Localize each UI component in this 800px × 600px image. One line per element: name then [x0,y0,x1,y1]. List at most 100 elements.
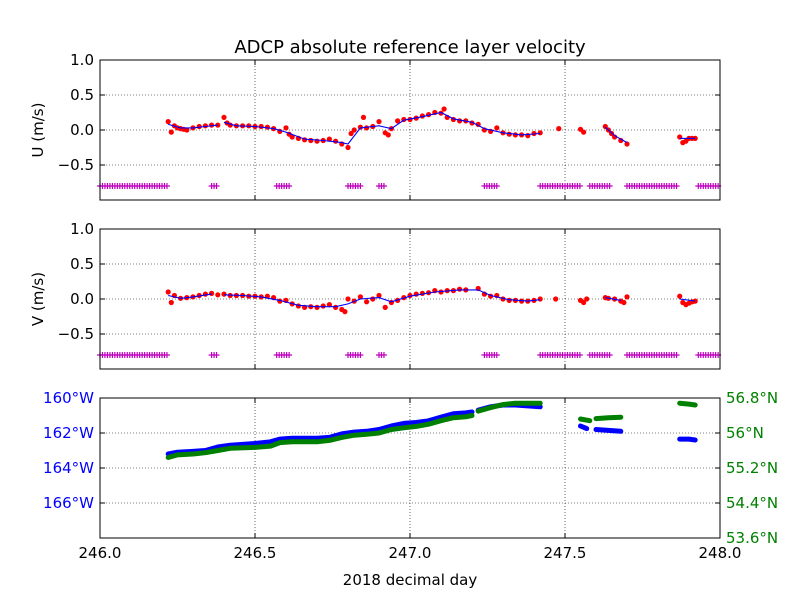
data-point [385,132,391,138]
data-point [441,106,447,112]
panel-u: 1.0 0.5 0.0 −0.5 U (m/s) [29,51,722,201]
data-point [357,124,363,130]
flag-marker [213,183,220,189]
y-tick-label: 0.0 [70,121,94,139]
data-point [624,294,630,300]
y-tick-label: 0.0 [70,290,94,308]
lat-tick-label: 56°N [726,424,764,442]
data-point [357,294,363,300]
lat-tick-label: 56.8°N [726,389,778,407]
flag-marker [357,352,364,358]
data-point [537,296,543,302]
lat-tick-label: 54.4°N [726,494,778,512]
data-point [168,129,174,135]
data-point [360,114,367,120]
flag-marker [606,352,613,358]
x-tick-label: 247.5 [544,544,587,562]
data-point [283,125,289,131]
lat-track [677,400,698,408]
lat-track [165,413,475,460]
lon-track [593,427,624,434]
data-point [581,299,587,306]
series-line [605,297,621,301]
flag-marker [213,352,220,358]
x-tick-label: 247.0 [389,544,432,562]
flag-marker [606,183,613,189]
v-axis-label: V (m/s) [29,272,47,326]
flag-marker [576,183,583,189]
data-point [345,144,351,151]
series-line [223,289,541,308]
flag-marker [163,352,170,358]
y-tick-label: 0.5 [70,255,94,273]
series-line [168,123,218,129]
data-point [165,289,171,295]
data-point [457,286,463,292]
data-point [621,299,627,306]
flag-marker [673,183,680,189]
flag-marker [357,183,364,189]
lon-track [677,436,698,443]
panel-position: 160°W 162°W 164°W 166°W 56.8°N 56°N 55.2°N 54.4… [43,389,778,562]
x-axis-label: 2018 decimal day [343,571,478,589]
lat-track [475,400,543,414]
panel-v: 1.0 0.5 0.0 −0.5 V (m/s) [29,220,722,370]
data-point [221,291,227,297]
data-point [370,296,376,302]
flag-marker [380,183,387,189]
y-tick-label: 1.0 [70,220,94,238]
data-point [295,303,301,309]
data-point [314,304,320,310]
data-point [494,125,500,131]
flag-marker [576,352,583,358]
data-point [581,129,587,135]
flag-marker [380,352,387,358]
lon-tick-label: 162°W [43,424,94,442]
chart-title: ADCP absolute reference layer velocity [234,37,586,58]
data-point [308,137,314,144]
data-point [376,119,382,125]
lat-track [593,414,624,422]
data-point [320,303,326,309]
y-tick-label: 1.0 [70,51,94,69]
lon-tick-label: 160°W [43,389,94,407]
data-point [376,292,382,299]
x-tick-label: 246.0 [79,544,122,562]
flag-marker [286,352,293,358]
data-point [333,304,339,310]
data-point [184,127,190,133]
flag-marker [286,183,293,189]
lat-tick-label: 55.2°N [726,459,778,477]
data-point [692,135,698,141]
data-point [165,119,171,125]
series-line [223,111,541,145]
flag-marker [673,352,680,358]
data-point [624,141,630,147]
data-point [618,137,624,144]
data-point [506,297,512,303]
data-point [168,299,174,306]
data-point [438,110,444,116]
x-tick-label: 246.5 [234,544,277,562]
lon-track [165,409,475,457]
lon-tick-label: 164°W [43,459,94,477]
lon-track [578,423,590,432]
data-point [537,130,543,136]
y-tick-label: −0.5 [58,156,94,174]
data-point [351,127,357,133]
x-tick-label: 248.0 [699,544,742,562]
data-point [342,309,348,315]
u-axis-label: U (m/s) [29,103,47,158]
data-point [553,296,559,302]
data-point [677,293,683,299]
data-point [364,299,370,305]
data-point [692,298,698,304]
series-line [168,293,212,299]
data-point [209,290,215,296]
flag-marker [163,183,170,189]
lat-tick-label: 53.6°N [726,529,778,547]
lon-tick-label: 166°W [43,494,94,512]
flag-marker [493,352,500,358]
series-line [604,126,628,144]
